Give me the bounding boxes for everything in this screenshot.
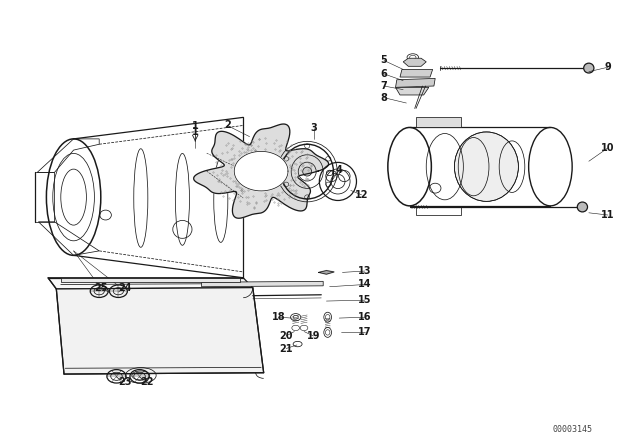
Polygon shape <box>234 151 288 191</box>
Ellipse shape <box>303 167 312 176</box>
Text: 18: 18 <box>271 312 285 322</box>
Ellipse shape <box>577 202 588 212</box>
Text: 20: 20 <box>279 331 293 341</box>
Text: 1: 1 <box>192 127 198 137</box>
Polygon shape <box>396 78 435 87</box>
Text: 00003145: 00003145 <box>553 425 593 434</box>
Text: 10: 10 <box>601 143 615 153</box>
Polygon shape <box>56 288 264 374</box>
Text: 16: 16 <box>358 312 372 322</box>
Polygon shape <box>61 278 240 282</box>
Text: 11: 11 <box>601 210 615 220</box>
Text: 17: 17 <box>358 327 372 337</box>
Text: 19: 19 <box>307 331 321 341</box>
Text: 22: 22 <box>140 377 154 387</box>
Ellipse shape <box>454 132 518 202</box>
Text: 4: 4 <box>336 165 342 175</box>
Polygon shape <box>202 281 323 287</box>
Polygon shape <box>396 87 429 95</box>
Text: 8: 8 <box>381 93 387 103</box>
Text: 5: 5 <box>381 56 387 65</box>
Text: 21: 21 <box>279 344 293 353</box>
Polygon shape <box>403 58 426 66</box>
Polygon shape <box>48 278 253 289</box>
Text: 24: 24 <box>118 283 132 293</box>
Polygon shape <box>416 117 461 127</box>
Text: 7: 7 <box>381 81 387 91</box>
Text: 13: 13 <box>358 266 372 276</box>
Polygon shape <box>400 69 433 77</box>
Text: 15: 15 <box>358 295 372 305</box>
Text: 6: 6 <box>381 69 387 79</box>
Text: 12: 12 <box>355 190 369 200</box>
Text: 23: 23 <box>118 377 132 387</box>
Text: 14: 14 <box>358 280 372 289</box>
Ellipse shape <box>584 63 594 73</box>
Text: 25: 25 <box>94 283 108 293</box>
Polygon shape <box>194 124 328 218</box>
Polygon shape <box>319 271 334 274</box>
Text: 2: 2 <box>224 121 230 130</box>
Text: 3: 3 <box>310 123 317 133</box>
Text: 1: 1 <box>192 121 198 131</box>
Text: 9: 9 <box>605 62 611 72</box>
